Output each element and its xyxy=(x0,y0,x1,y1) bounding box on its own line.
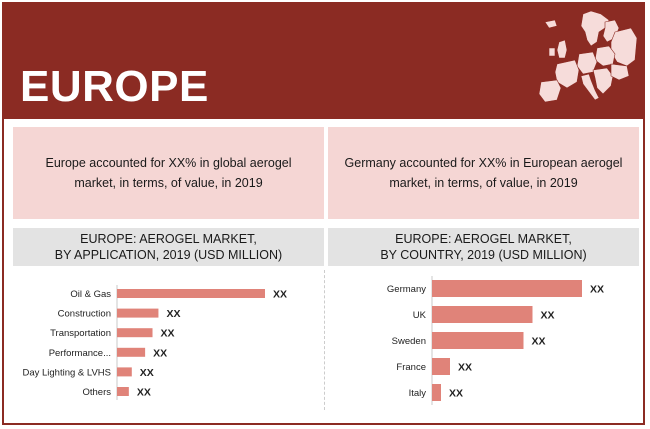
chart-title-application-line1: EUROPE: AEROGEL MARKET, xyxy=(80,232,257,246)
country-bar xyxy=(432,280,582,297)
country-category-label: Italy xyxy=(409,388,427,399)
application-category-label: Others xyxy=(82,387,111,398)
country-bar xyxy=(432,332,524,349)
country-data-label: XX xyxy=(541,310,555,322)
europe-map-icon xyxy=(538,10,638,103)
chart-title-application-line2: BY APPLICATION, 2019 (USD MILLION) xyxy=(54,248,283,262)
application-data-label: XX xyxy=(153,347,167,359)
chart-panel-country: Germany XX UK XX Sweden XX France XX Italy XX xyxy=(328,270,639,410)
application-data-label: XX xyxy=(140,367,154,379)
application-bar xyxy=(117,387,129,396)
application-data-label: XX xyxy=(166,308,180,320)
country-data-label: XX xyxy=(449,388,463,400)
chart-title-country-line2: BY COUNTRY, 2019 (USD MILLION) xyxy=(380,248,587,262)
fact-text-europe: Europe accounted for XX% in global aerog… xyxy=(45,156,292,190)
application-bar xyxy=(117,347,146,357)
application-category-label: Performance... xyxy=(49,348,111,359)
fact-text-germany: Germany accounted for XX% in European ae… xyxy=(344,156,623,190)
fact-box-germany-share: Germany accounted for XX% in European ae… xyxy=(328,127,639,219)
application-category-label: Oil & Gas xyxy=(70,289,111,300)
infographic-frame: EUROPE xyxy=(2,2,645,425)
country-data-label: XX xyxy=(590,284,604,296)
chart-title-application: EUROPE: AEROGEL MARKET, BY APPLICATION, … xyxy=(13,228,324,266)
bar-chart-application: Oil & Gas XX Construction XX Transportation X… xyxy=(22,285,287,400)
country-category-label: France xyxy=(396,362,426,373)
fact-box-europe-share: Europe accounted for XX% in global aerog… xyxy=(13,127,324,219)
country-bar xyxy=(432,384,441,401)
chart-title-country-line1: EUROPE: AEROGEL MARKET, xyxy=(395,232,572,246)
country-bar xyxy=(432,306,533,323)
bar-chart-country: Germany XX UK XX Sweden XX France XX Italy XX xyxy=(387,276,604,405)
chart-title-country: EUROPE: AEROGEL MARKET, BY COUNTRY, 2019… xyxy=(328,228,639,266)
country-bar xyxy=(432,358,450,375)
page-title: EUROPE xyxy=(20,62,209,111)
application-bar xyxy=(117,308,159,318)
chart-panel-application: Oil & Gas XX Construction XX Transportation X… xyxy=(13,270,325,410)
country-category-label: Germany xyxy=(387,284,426,295)
country-data-label: XX xyxy=(532,336,546,348)
application-bar xyxy=(117,328,153,338)
country-data-label: XX xyxy=(458,362,472,374)
application-data-label: XX xyxy=(273,289,287,301)
application-data-label: XX xyxy=(137,387,151,399)
application-bar xyxy=(117,367,132,377)
application-data-label: XX xyxy=(161,328,175,340)
application-bar xyxy=(117,289,265,298)
country-category-label: UK xyxy=(413,310,427,321)
country-category-label: Sweden xyxy=(392,336,426,347)
application-category-label: Transportation xyxy=(50,328,111,339)
application-category-label: Day Lighting & LVHS xyxy=(22,367,111,378)
application-category-label: Construction xyxy=(58,309,111,320)
header-banner: EUROPE xyxy=(4,4,643,119)
